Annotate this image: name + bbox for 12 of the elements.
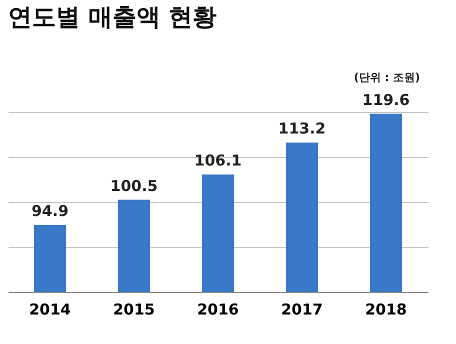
x-tick-label: 2017 bbox=[281, 300, 323, 318]
data-label: 119.6 bbox=[362, 90, 410, 109]
data-label: 94.9 bbox=[31, 202, 69, 220]
data-label: 113.2 bbox=[278, 120, 326, 138]
data-label: 100.5 bbox=[110, 176, 158, 195]
x-tick-label: 2016 bbox=[197, 300, 239, 318]
text: (단위 : 조원) bbox=[354, 71, 420, 84]
x-tick-label: 2018 bbox=[365, 300, 407, 318]
x-tick-label: 2015 bbox=[113, 300, 155, 318]
chart-title: 연도별 매출액 현황 bbox=[8, 3, 217, 31]
x-tick-label: 2014 bbox=[29, 300, 71, 318]
data-label: 106.1 bbox=[194, 152, 242, 170]
